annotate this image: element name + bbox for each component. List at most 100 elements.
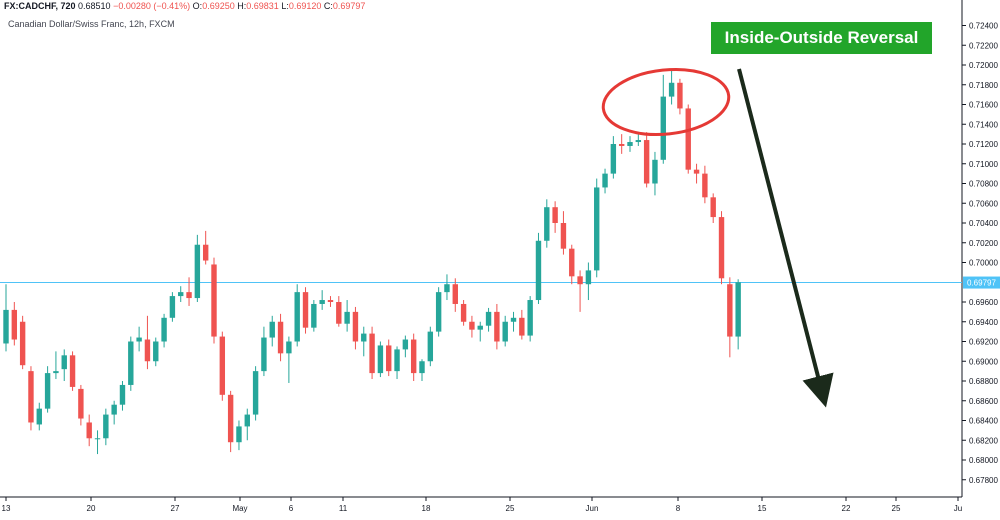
candle-up [178, 286, 184, 302]
candle-up [585, 262, 592, 301]
candle-down [86, 414, 92, 447]
candle-body [502, 321, 508, 342]
candle-body [352, 311, 359, 342]
candle-body [61, 355, 67, 370]
last-price-tag: 0.69797 [963, 276, 1000, 289]
o-label: O: [192, 1, 203, 11]
y-tick-label: 0.70600 [969, 199, 998, 208]
y-tick-label: 0.71800 [969, 81, 998, 90]
annotation-label: Inside-Outside Reversal [711, 22, 932, 54]
candle-body [319, 300, 325, 304]
candle-body [86, 422, 92, 439]
candle-body [685, 108, 691, 170]
h-value: 0.69831 [246, 1, 279, 11]
y-axis-ticks: 0.72400 0.72200 0.72000 0.71800 0.71600 0.714… [962, 22, 998, 485]
x-tick-label: 13 [2, 504, 11, 513]
candle-body [103, 414, 109, 439]
candle-up [544, 199, 550, 248]
candle-body [53, 371, 59, 374]
candle-body [119, 384, 126, 405]
candle-up [252, 366, 259, 421]
candle-body [410, 339, 417, 374]
candle-up [294, 284, 300, 347]
y-tick-label: 0.70000 [969, 259, 998, 268]
y-tick-label: 0.72400 [969, 22, 998, 31]
candle-body [211, 264, 217, 337]
candle-body [252, 371, 259, 415]
candle-up [402, 335, 409, 358]
candle-body [3, 309, 9, 344]
candle-body [178, 292, 184, 297]
candle-down [410, 333, 417, 381]
l-value: 0.69120 [288, 1, 322, 11]
candle-body [718, 217, 725, 279]
candle-body [128, 341, 134, 385]
candle-down [519, 309, 525, 340]
candle-down [494, 303, 500, 350]
candle-up [477, 321, 483, 342]
candle-up [610, 136, 617, 179]
candle-body [527, 300, 533, 336]
chart-subtitle: Canadian Dollar/Swiss Franc, 12h, FXCM [8, 19, 175, 29]
candle-body [677, 82, 683, 109]
y-tick-label: 0.72000 [969, 61, 998, 70]
candle-body [36, 408, 42, 425]
candle-body [519, 317, 525, 336]
candle-down [78, 384, 84, 426]
candle-down [369, 326, 375, 380]
candle-body [244, 414, 250, 427]
candle-body [94, 438, 101, 440]
candle-up [502, 315, 508, 347]
candle-body [277, 321, 284, 354]
candle-up [94, 430, 101, 455]
candle-up [286, 336, 292, 383]
x-tick-label: 8 [676, 504, 681, 513]
c-label: C: [323, 1, 333, 11]
x-tick-label: Ju [954, 504, 962, 513]
x-tick-label: 25 [506, 504, 515, 513]
candle-body [344, 311, 350, 324]
candle-up [103, 408, 109, 446]
candle-up [627, 136, 633, 152]
candle-down [386, 339, 392, 377]
candle-body [386, 345, 392, 372]
y-tick-label: 0.71600 [969, 101, 998, 110]
candle-up [128, 336, 134, 391]
candle-body [569, 248, 575, 277]
candles-group [3, 68, 741, 455]
candle-down [219, 331, 226, 401]
y-tick-label: 0.69000 [969, 357, 998, 366]
y-tick-label: 0.69600 [969, 298, 998, 307]
candle-up [194, 234, 201, 302]
candle-down [352, 306, 359, 350]
candle-down [693, 163, 700, 184]
candle-body [452, 284, 458, 304]
candle-down [186, 277, 192, 306]
candle-up [269, 315, 275, 347]
candle-down [227, 390, 234, 453]
candle-down [643, 132, 650, 188]
y-tick-label: 0.68800 [969, 377, 998, 386]
candle-body [219, 336, 226, 395]
candle-body [652, 159, 658, 184]
candle-body [494, 311, 500, 342]
y-tick-label: 0.69200 [969, 338, 998, 347]
h-label: H: [237, 1, 247, 11]
candle-body [585, 270, 592, 285]
y-tick-label: 0.71200 [969, 140, 998, 149]
x-tick-label: May [232, 504, 247, 513]
candle-down [211, 257, 217, 344]
c-value: 0.69797 [332, 1, 366, 11]
candle-down [727, 277, 733, 358]
candle-body [69, 355, 76, 387]
candle-body [660, 96, 666, 160]
x-tick-label: 6 [289, 504, 294, 513]
candle-up [36, 402, 42, 431]
candle-body [136, 337, 142, 342]
candle-body [369, 333, 375, 374]
candle-body [394, 349, 400, 372]
open-value: 0.68510 [78, 1, 111, 11]
candle-up [361, 326, 367, 357]
